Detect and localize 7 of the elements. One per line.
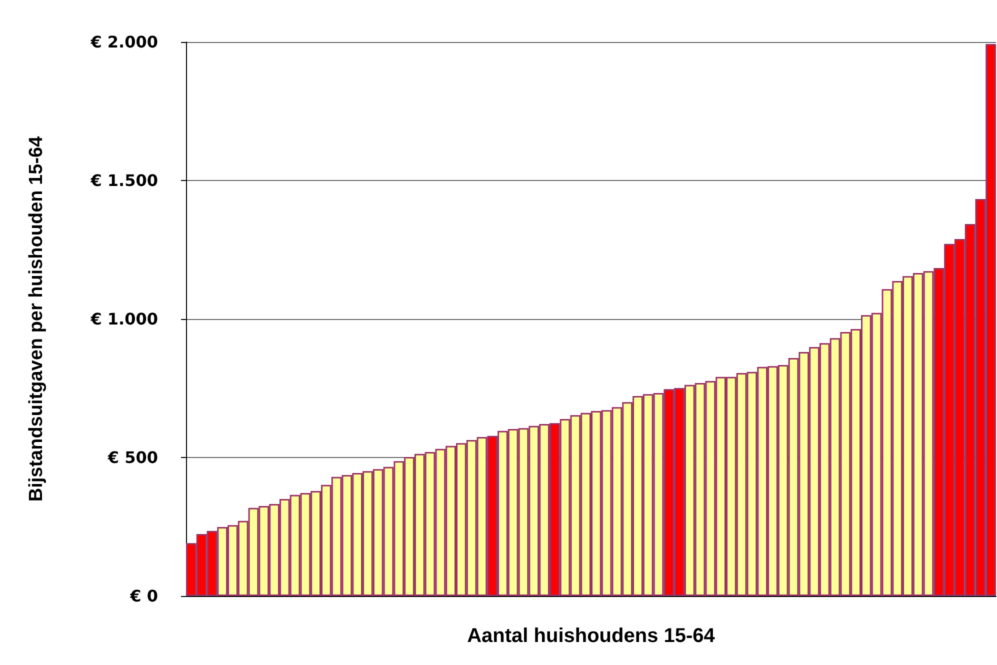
y-tick-label: € 500 xyxy=(106,448,158,467)
x-axis-title: Aantal huishoudens 15-64 xyxy=(467,625,716,647)
y-tick-label: € 1.000 xyxy=(90,310,158,328)
y-axis-title: Bijstandsuitgaven per huishouden 15-64 xyxy=(26,136,47,502)
y-tick-label: € 0 xyxy=(129,586,158,606)
y-tick-label: € 2.000 xyxy=(90,32,158,52)
y-tick-label: € 1.500 xyxy=(90,171,158,190)
